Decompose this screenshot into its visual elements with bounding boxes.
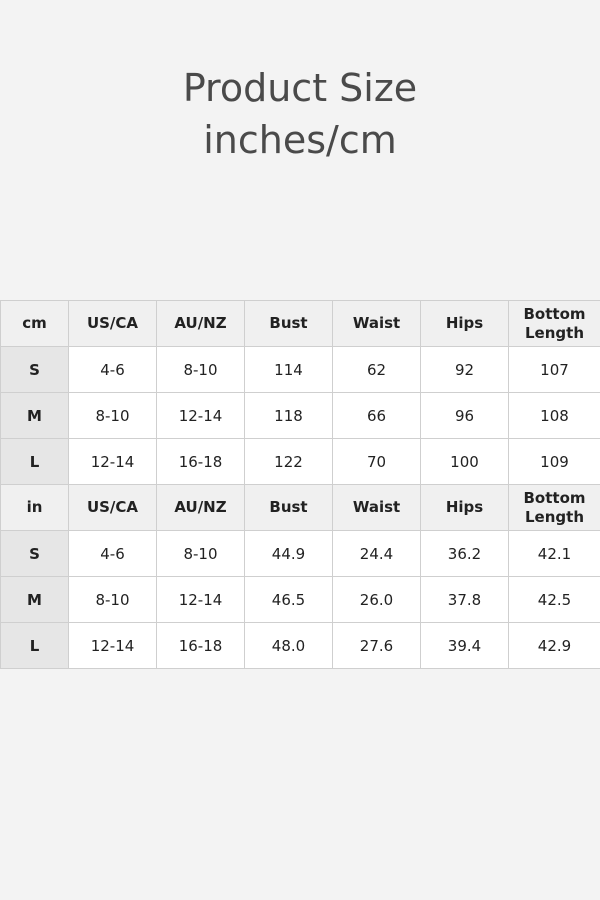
table-cell: 46.5	[244, 576, 333, 623]
column-header: Hips	[420, 300, 509, 347]
table-cell: 109	[508, 438, 600, 485]
table-cell: 27.6	[332, 622, 421, 669]
table-cell: 8-10	[156, 530, 245, 577]
table-row: L 12-14 16-18 122 70 100 109	[0, 438, 600, 485]
table-cell: 42.1	[508, 530, 600, 577]
table-row: S 4-6 8-10 114 62 92 107	[0, 346, 600, 393]
column-header: Bottom Length	[508, 484, 600, 531]
table-cell: 12-14	[156, 392, 245, 439]
table-cell: 122	[244, 438, 333, 485]
table-cell: 4-6	[68, 530, 157, 577]
column-header: AU/NZ	[156, 300, 245, 347]
table-cell: 24.4	[332, 530, 421, 577]
size-chart-table: cm US/CA AU/NZ Bust Waist Hips Bottom Length S 4…	[0, 300, 600, 669]
column-header: Bust	[244, 300, 333, 347]
size-label: S	[0, 346, 69, 393]
size-label: M	[0, 576, 69, 623]
column-header: Bottom Length	[508, 300, 600, 347]
table-cell: 36.2	[420, 530, 509, 577]
table-cell: 114	[244, 346, 333, 393]
column-header: Waist	[332, 300, 421, 347]
table-cell: 37.8	[420, 576, 509, 623]
table-cell: 8-10	[68, 576, 157, 623]
column-header: US/CA	[68, 484, 157, 531]
table-cell: 8-10	[68, 392, 157, 439]
table-cell: 66	[332, 392, 421, 439]
table-row: L 12-14 16-18 48.0 27.6 39.4 42.9	[0, 622, 600, 669]
table-cell: 12-14	[68, 622, 157, 669]
table-row: M 8-10 12-14 46.5 26.0 37.8 42.5	[0, 576, 600, 623]
table-cell: 26.0	[332, 576, 421, 623]
table-cell: 16-18	[156, 622, 245, 669]
table-cell: 8-10	[156, 346, 245, 393]
unit-header: cm	[0, 300, 69, 347]
size-label: S	[0, 530, 69, 577]
page-title: Product Size inches/cm	[0, 62, 600, 166]
table-row: S 4-6 8-10 44.9 24.4 36.2 42.1	[0, 530, 600, 577]
table-cell: 108	[508, 392, 600, 439]
column-header: Hips	[420, 484, 509, 531]
table-row: M 8-10 12-14 118 66 96 108	[0, 392, 600, 439]
table-cell: 92	[420, 346, 509, 393]
size-label: M	[0, 392, 69, 439]
table-cell: 118	[244, 392, 333, 439]
table-cell: 48.0	[244, 622, 333, 669]
column-header: AU/NZ	[156, 484, 245, 531]
size-label: L	[0, 438, 69, 485]
table-cell: 62	[332, 346, 421, 393]
table-cell: 12-14	[156, 576, 245, 623]
column-header: US/CA	[68, 300, 157, 347]
table-cell: 100	[420, 438, 509, 485]
table-cell: 44.9	[244, 530, 333, 577]
table-cell: 107	[508, 346, 600, 393]
table-cell: 4-6	[68, 346, 157, 393]
table-cell: 42.5	[508, 576, 600, 623]
header-row: cm US/CA AU/NZ Bust Waist Hips Bottom Length	[0, 300, 600, 347]
table-cell: 70	[332, 438, 421, 485]
unit-header: in	[0, 484, 69, 531]
table-cell: 12-14	[68, 438, 157, 485]
table-cell: 96	[420, 392, 509, 439]
title-line-1: Product Size	[182, 66, 418, 110]
table-cell: 39.4	[420, 622, 509, 669]
column-header: Bust	[244, 484, 333, 531]
title-line-2: inches/cm	[203, 118, 397, 162]
header-row: in US/CA AU/NZ Bust Waist Hips Bottom Length	[0, 484, 600, 531]
table-cell: 42.9	[508, 622, 600, 669]
column-header: Waist	[332, 484, 421, 531]
size-label: L	[0, 622, 69, 669]
table-cell: 16-18	[156, 438, 245, 485]
